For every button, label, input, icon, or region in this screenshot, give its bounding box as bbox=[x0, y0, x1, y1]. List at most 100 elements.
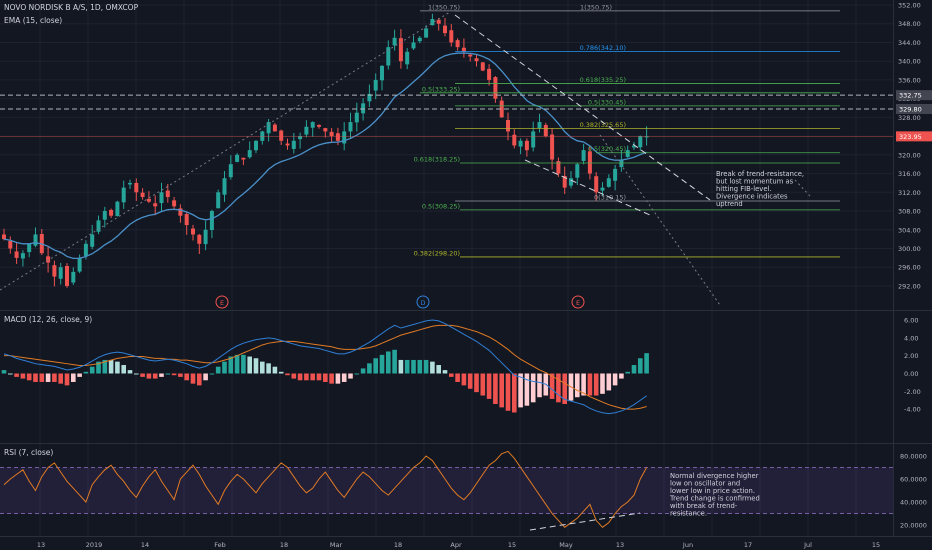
macd-histogram-bar bbox=[600, 373, 605, 394]
candle-body bbox=[411, 42, 416, 49]
candle-body bbox=[71, 271, 76, 283]
macd-histogram-bar bbox=[197, 373, 202, 386]
macd-histogram-bar bbox=[310, 373, 315, 381]
macd-histogram-bar bbox=[493, 373, 498, 404]
candle-body bbox=[487, 68, 492, 80]
event-marker-label: E bbox=[576, 299, 580, 307]
macd-histogram-bar bbox=[190, 373, 196, 384]
macd-histogram-bar bbox=[209, 373, 215, 375]
macd-histogram-bar bbox=[373, 358, 378, 374]
candle-body bbox=[367, 93, 372, 102]
macd-histogram-bar bbox=[96, 361, 101, 374]
time-axis-tick: 15 bbox=[508, 541, 516, 549]
candle-body bbox=[329, 131, 334, 137]
macd-histogram-bar bbox=[272, 366, 278, 374]
candle-body bbox=[354, 112, 359, 123]
candle-body bbox=[83, 243, 88, 256]
symbol-title: NOVO NORDISK B A/S, 1D, OMXCOP bbox=[4, 3, 139, 12]
candle-body bbox=[304, 126, 309, 135]
macd-histogram-bar bbox=[26, 373, 32, 381]
candle-body bbox=[518, 140, 523, 147]
candle-body bbox=[386, 47, 391, 66]
candle-body bbox=[109, 209, 114, 216]
macd-histogram-bar bbox=[83, 371, 89, 374]
candle-body bbox=[594, 176, 599, 193]
price-tag bbox=[896, 90, 932, 101]
candle-body bbox=[77, 257, 82, 272]
macd-histogram-bar bbox=[455, 373, 460, 382]
candle-body bbox=[335, 133, 340, 141]
rsi-annotation-line: Trend change is confirmed bbox=[669, 495, 760, 503]
macd-histogram-bar bbox=[234, 354, 240, 374]
macd-histogram-bar bbox=[474, 373, 479, 393]
time-axis-tick: Feb bbox=[214, 541, 226, 549]
macd-signal-line bbox=[4, 324, 647, 410]
macd-histogram-bar bbox=[285, 373, 290, 376]
macd-histogram-bar bbox=[241, 354, 246, 374]
candle-body bbox=[632, 145, 636, 148]
candle-body bbox=[499, 100, 504, 118]
price-axis-tick: 292.00 bbox=[898, 282, 921, 290]
time-axis-tick: 2019 bbox=[86, 541, 103, 549]
macd-histogram-bar bbox=[1, 370, 7, 374]
extended-trend-line bbox=[794, 179, 811, 197]
uptrend-line bbox=[0, 11, 451, 291]
macd-histogram-bar bbox=[20, 373, 26, 379]
candle-body bbox=[209, 211, 214, 230]
fib-level-label: 0.5(330.45) bbox=[588, 98, 626, 106]
macd-histogram-bar bbox=[152, 373, 158, 379]
fib-level-label: 1(350.75) bbox=[580, 3, 612, 11]
macd-histogram-bar bbox=[404, 359, 410, 374]
price-annotation-line: Break of trend-resistance, bbox=[716, 170, 804, 178]
macd-histogram-bar bbox=[247, 356, 252, 374]
price-axis-tick: 296.00 bbox=[898, 264, 921, 272]
candle-body bbox=[2, 234, 6, 240]
candle-body bbox=[531, 131, 536, 148]
candle-body bbox=[449, 30, 454, 43]
ema-line bbox=[3, 52, 647, 260]
macd-histogram-bar bbox=[631, 365, 637, 374]
macd-histogram-bar bbox=[291, 373, 297, 379]
macd-histogram-bar bbox=[512, 373, 517, 413]
macd-histogram-bar bbox=[39, 373, 45, 382]
time-axis-tick: 13 bbox=[616, 541, 624, 549]
candle-body bbox=[373, 79, 378, 91]
macd-histogram-bar bbox=[486, 373, 492, 399]
macd-histogram-bar bbox=[379, 354, 385, 374]
candle-body bbox=[115, 201, 120, 217]
candle-body bbox=[562, 175, 567, 188]
macd-histogram-bar bbox=[341, 373, 347, 382]
macd-histogram-bar bbox=[449, 373, 454, 377]
candle-body bbox=[569, 178, 573, 186]
macd-histogram-bar bbox=[52, 373, 57, 382]
candle-body bbox=[27, 243, 32, 253]
price-axis-tick: 336.00 bbox=[898, 76, 921, 84]
rsi-axis-tick: 60.0000 bbox=[900, 476, 927, 484]
fib-level-label: 1(350.75) bbox=[428, 3, 460, 11]
macd-histogram-bar bbox=[606, 373, 612, 391]
price-axis-tick: 352.00 bbox=[898, 2, 921, 10]
macd-histogram-bar bbox=[8, 373, 13, 375]
candle-body bbox=[575, 164, 580, 178]
candle-body bbox=[317, 124, 321, 127]
macd-histogram-bar bbox=[461, 373, 467, 386]
macd-histogram-bar bbox=[89, 366, 95, 374]
fib-level-label: 0.382(325.65) bbox=[580, 121, 626, 129]
candle-body bbox=[102, 211, 107, 220]
candle-body bbox=[398, 38, 403, 62]
fib-level-label: 0.382(298.20) bbox=[414, 249, 460, 257]
macd-histogram-bar bbox=[430, 361, 435, 374]
price-annotation-line: but lost momentum as bbox=[716, 178, 794, 186]
macd-histogram-bar bbox=[386, 351, 391, 374]
time-axis-tick: May bbox=[559, 541, 573, 549]
fib-level-label: 0.786(342.10) bbox=[580, 44, 626, 52]
candle-body bbox=[254, 140, 258, 151]
macd-histogram-bar bbox=[505, 373, 511, 411]
candle-body bbox=[33, 234, 38, 246]
macd-histogram-bar bbox=[499, 373, 504, 408]
macd-histogram-bar bbox=[417, 359, 423, 374]
candle-body bbox=[512, 134, 517, 146]
